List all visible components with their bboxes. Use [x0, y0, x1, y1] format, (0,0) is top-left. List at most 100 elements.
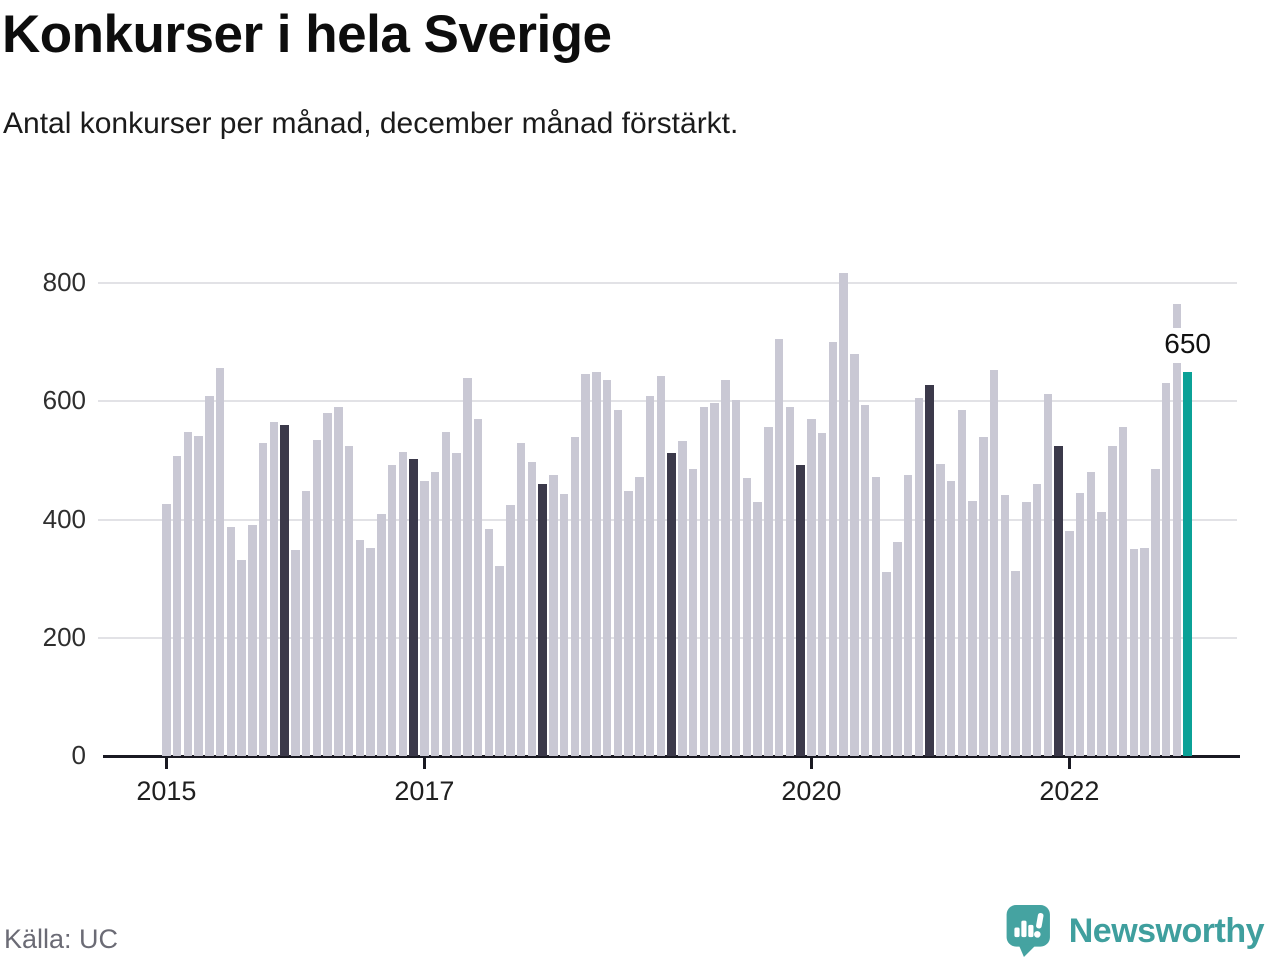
- bar-2020-07: [871, 477, 881, 756]
- bar-2022-10: [1161, 383, 1171, 756]
- bar-2018-05: [592, 371, 601, 756]
- bar-december-2017-12: [538, 483, 547, 756]
- bar-december-2015-12: [280, 425, 289, 756]
- bar-2018-03: [570, 436, 580, 756]
- bar-2015-10: [258, 442, 268, 756]
- x-tick-label-2022: 2022: [1039, 776, 1100, 806]
- bar-december-2016-12: [409, 458, 418, 756]
- bar-2020-01: [807, 419, 816, 756]
- bar-2021-07: [1000, 494, 1010, 756]
- bar-2022-11: [1172, 303, 1182, 756]
- bar-2017-06: [473, 419, 483, 756]
- bar-2021-05: [979, 436, 988, 756]
- bar-2015-09: [248, 524, 257, 756]
- bar-2016-01: [291, 550, 300, 756]
- bar-2021-11: [1043, 393, 1053, 756]
- bar-2017-10: [516, 442, 526, 756]
- bar-2018-02: [559, 494, 569, 756]
- y-tick-label-800: 800: [42, 267, 86, 298]
- bar-highlight-2022-12: [1183, 371, 1192, 756]
- bar-2017-11: [527, 461, 537, 756]
- bar-2020-05: [850, 354, 859, 756]
- bar-2021-04: [968, 500, 977, 756]
- bar-2019-08: [753, 501, 762, 756]
- bar-2016-09: [377, 513, 386, 756]
- bar-2018-07: [613, 410, 623, 756]
- bar-2015-11: [269, 422, 279, 756]
- x-tick-label-2017: 2017: [394, 776, 455, 806]
- bar-2015-04: [194, 436, 203, 756]
- newsworthy-logo-icon: [1004, 903, 1056, 959]
- y-tick-label-0: 0: [71, 740, 86, 770]
- x-axis-tick-2015: [165, 758, 168, 769]
- bar-2022-04: [1097, 511, 1106, 756]
- bar-december-2021-12: [1054, 445, 1063, 756]
- y-tick-label-200: 200: [42, 621, 86, 652]
- bar-2020-04: [839, 272, 848, 756]
- bar-2020-10: [903, 475, 913, 756]
- bar-2018-04: [581, 374, 590, 756]
- bar-2015-02: [172, 456, 182, 756]
- bar-2020-11: [914, 398, 924, 756]
- bar-2019-11: [785, 407, 795, 756]
- bar-2018-01: [549, 475, 558, 756]
- bar-2019-06: [731, 400, 741, 756]
- bar-2016-04: [323, 412, 332, 756]
- bar-2017-07: [484, 528, 494, 756]
- bar-2016-03: [312, 440, 322, 756]
- bar-december-2018-12: [667, 452, 676, 756]
- y-tick-label-600: 600: [42, 385, 86, 416]
- bar-2015-03: [183, 432, 193, 756]
- bar-2019-09: [764, 426, 773, 756]
- bar-2019-04: [710, 402, 719, 756]
- bar-2020-02: [817, 433, 827, 756]
- bar-2021-06: [989, 370, 999, 756]
- bar-2022-06: [1118, 426, 1128, 756]
- bar-2020-03: [828, 342, 838, 756]
- bar-2017-09: [506, 505, 515, 756]
- chart-subtitle: Antal konkurser per månad, december måna…: [3, 107, 739, 140]
- bar-2021-02: [946, 481, 956, 756]
- bar-2016-08: [366, 548, 375, 756]
- bar-2018-11: [656, 376, 666, 756]
- chart-title: Konkurser i hela Sverige: [2, 5, 612, 64]
- bar-2019-07: [742, 478, 752, 756]
- bar-2019-03: [699, 407, 709, 756]
- bar-december-2020-12: [925, 385, 934, 756]
- bar-2022-09: [1151, 468, 1160, 756]
- bar-2022-02: [1075, 493, 1085, 756]
- x-tick-label-2015: 2015: [136, 776, 197, 806]
- bar-2016-02: [301, 491, 311, 756]
- bar-2019-05: [721, 379, 730, 756]
- gridline-800: [98, 282, 1237, 285]
- x-axis-tick-2022: [1068, 758, 1071, 769]
- bar-2015-08: [237, 559, 246, 756]
- x-axis-tick-2017: [423, 758, 426, 769]
- bar-2015-06: [215, 368, 225, 756]
- bar-2021-01: [936, 463, 945, 756]
- gridline-600: [98, 400, 1237, 403]
- bar-2018-09: [635, 476, 644, 756]
- bar-2015-07: [226, 527, 236, 756]
- bar-2016-11: [398, 452, 408, 756]
- bar-2018-10: [645, 395, 655, 756]
- bar-2017-04: [452, 453, 461, 756]
- bar-2022-05: [1108, 445, 1117, 756]
- bar-2016-10: [387, 465, 397, 756]
- bar-2020-06: [860, 404, 870, 756]
- y-tick-label-400: 400: [42, 503, 86, 534]
- bar-2015-05: [205, 396, 214, 756]
- bar-2022-03: [1086, 471, 1096, 756]
- bar-2021-09: [1022, 501, 1031, 756]
- bar-2016-05: [334, 407, 343, 756]
- plot-area: 2015 2017 2020 2022 650: [98, 270, 1240, 806]
- brand-name: Newsworthy: [1068, 911, 1265, 950]
- bar-2017-05: [463, 377, 472, 756]
- bar-2019-02: [688, 469, 698, 756]
- bar-december-2019-12: [796, 465, 805, 756]
- bar-2017-02: [430, 472, 440, 756]
- bar-2016-07: [355, 540, 365, 756]
- bar-2020-09: [893, 541, 902, 756]
- bar-2017-08: [495, 565, 504, 756]
- bar-2018-06: [602, 379, 612, 756]
